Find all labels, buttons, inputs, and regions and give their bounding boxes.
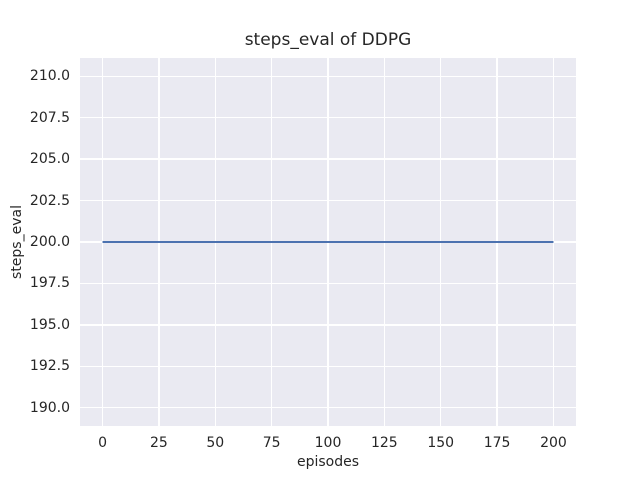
series-plot-svg [102,241,554,243]
y-tick-label: 197.5 [29,275,70,292]
x-tick-label: 200 [540,435,567,451]
y-gridline [80,75,576,77]
y-gridline [80,116,576,119]
x-tick-label: 50 [206,435,225,451]
y-tick-label: 202.5 [29,192,70,209]
chart-title: steps_eval of DDPG [244,30,412,50]
y-tick-label: 210.0 [29,68,70,85]
y-gridline [80,365,576,367]
x-axis-label: episodes [296,454,360,470]
y-gridline [80,282,576,285]
y-tick-label: 205.0 [29,151,70,168]
x-tick-label: 150 [427,435,455,451]
y-gridline [80,199,576,202]
plot-area [80,58,576,426]
y-gridline [80,407,576,409]
y-gridline [80,158,576,160]
y-tick-label: 195.0 [29,316,70,333]
x-tick-label: 0 [98,435,107,451]
y-tick-label: 200.0 [29,234,70,250]
y-tick-label: 190.0 [29,399,70,416]
x-tick-label: 75 [262,435,281,451]
y-tick-label: 207.5 [29,109,70,126]
y-tick-label: 192.5 [29,358,70,375]
x-tick-label: 100 [314,435,342,451]
x-tick-label: 25 [149,435,168,451]
y-gridline [80,324,576,326]
x-tick-label: 125 [370,435,398,451]
x-tick-label: 175 [483,435,511,451]
